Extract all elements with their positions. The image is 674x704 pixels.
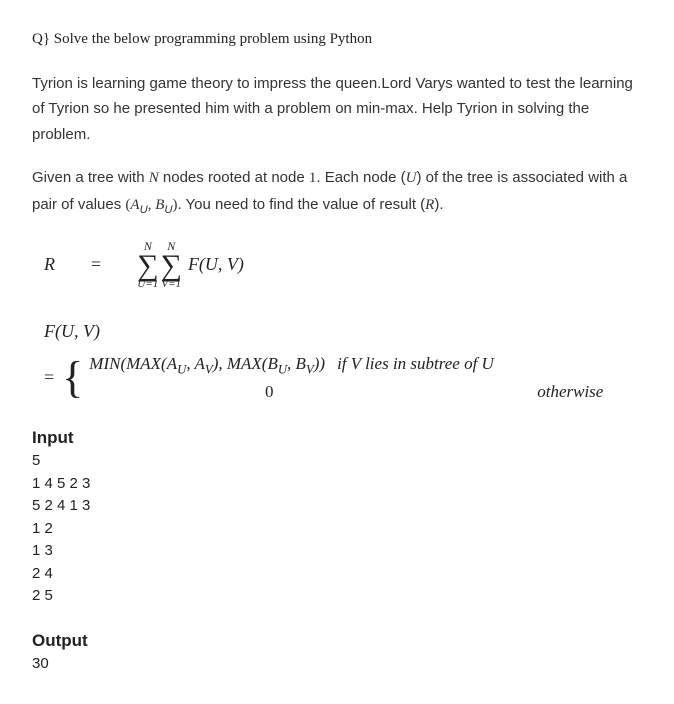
text: ).	[434, 196, 443, 213]
brace-icon: {	[62, 360, 83, 395]
input-line: 1 2	[32, 518, 642, 541]
case-2-value: 0	[89, 379, 449, 405]
sigma-2-bot: V=1	[161, 279, 181, 290]
text: , B	[287, 354, 306, 373]
input-heading: Input	[32, 425, 642, 451]
text: ), MAX(B	[213, 354, 278, 373]
sigma-icon: ∑	[161, 252, 182, 279]
output-heading: Output	[32, 628, 642, 654]
var-u: U	[406, 170, 417, 186]
text: Given a tree with	[32, 169, 149, 186]
double-sum: N ∑ U=1 N ∑ V=1 F(U, V)	[137, 240, 244, 290]
case-1: MIN(MAX(AU, AV), MAX(BU, BV)) if V lies …	[89, 351, 674, 380]
case-1-value: MIN(MAX(AU, AV), MAX(BU, BV))	[89, 351, 325, 380]
input-line: 5	[32, 450, 642, 473]
var-a: A	[130, 197, 139, 213]
input-line: 1 4 5 2 3	[32, 473, 642, 496]
text: ))	[314, 354, 325, 373]
text: . You need to find the value of result (	[177, 196, 425, 213]
var-n: N	[149, 170, 159, 186]
output-line: 30	[32, 653, 642, 676]
text: MIN(MAX(A	[89, 354, 177, 373]
formula-rhs: F(U, V)	[188, 251, 244, 278]
text: , A	[186, 354, 205, 373]
problem-paragraph-1: Tyrion is learning game theory to impres…	[32, 71, 642, 148]
text: nodes rooted at node	[159, 169, 309, 186]
formula-lhs: R	[44, 251, 55, 278]
case-1-condition: if V lies in subtree of U	[337, 351, 494, 377]
case-2: 0 otherwise	[89, 379, 674, 405]
input-line: 1 3	[32, 540, 642, 563]
var-r: R	[425, 197, 434, 213]
var-b: B	[155, 197, 164, 213]
input-line: 5 2 4 1 3	[32, 495, 642, 518]
sigma-icon: ∑	[137, 252, 158, 279]
question-header: Q} Solve the below programming problem u…	[32, 28, 642, 51]
sigma-1-bot: U=1	[137, 279, 158, 290]
sigma-2: N ∑ V=1	[161, 240, 182, 290]
sub: U	[278, 362, 287, 376]
case-2-condition: otherwise	[461, 379, 674, 405]
sigma-1: N ∑ U=1	[137, 240, 158, 290]
sub: V	[306, 362, 314, 376]
sub-u: U	[140, 204, 148, 216]
fuv-label: F(U, V)	[44, 318, 642, 345]
text: V=1	[161, 278, 181, 290]
input-line: 2 4	[32, 563, 642, 586]
text: U=1	[137, 278, 158, 290]
equals-sign: =	[44, 364, 54, 391]
problem-paragraph-2: Given a tree with N nodes rooted at node…	[32, 165, 642, 220]
input-line: 2 5	[32, 585, 642, 608]
sub: U	[177, 362, 186, 376]
equals-sign: =	[91, 251, 101, 278]
piecewise-definition: = { MIN(MAX(AU, AV), MAX(BU, BV)) if V l…	[44, 351, 642, 405]
formula-r: R = N ∑ U=1 N ∑ V=1 F(U, V)	[44, 240, 642, 290]
text: . Each node (	[316, 169, 405, 186]
cases: MIN(MAX(AU, AV), MAX(BU, BV)) if V lies …	[89, 351, 674, 405]
sub: V	[205, 362, 213, 376]
